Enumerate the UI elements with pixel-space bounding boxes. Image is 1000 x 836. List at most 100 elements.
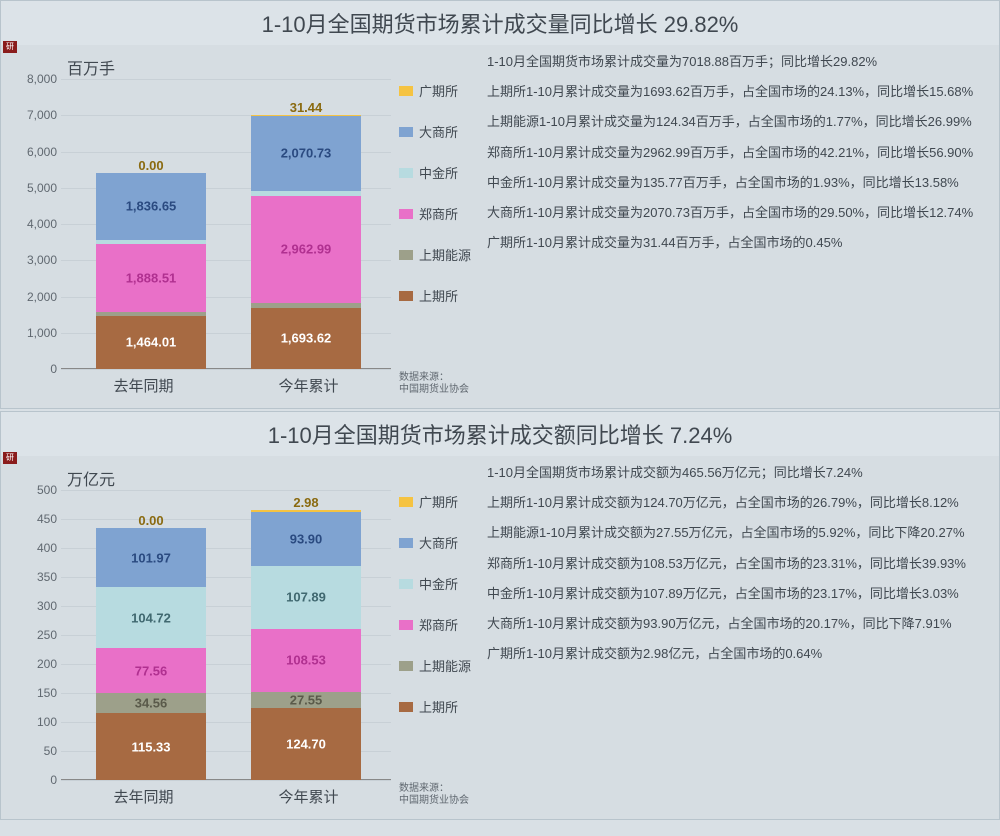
y-tick-label: 350 [17, 570, 57, 584]
y-tick-label: 50 [17, 744, 57, 758]
segment-value-label: 1,836.65 [96, 199, 206, 214]
bar-group: 1,464.0197.911,888.51119.531,836.650.00 [96, 173, 206, 369]
legend-label: 郑商所 [419, 204, 458, 223]
x-tick-label: 今年累计 [278, 375, 338, 396]
legend-label: 大商所 [419, 122, 458, 141]
y-tick-label: 7,000 [17, 108, 57, 122]
source-note: 数据来源：中国期货业协会 [399, 372, 469, 396]
legend-item: 大商所 [399, 122, 471, 141]
note-line: 大商所1-10月累计成交量为2070.73百万手，占全国市场的29.50%，同比… [487, 204, 989, 222]
note-line: 上期所1-10月累计成交量为1693.62百万手，占全国市场的24.13%，同比… [487, 83, 989, 101]
y-axis-title: 万亿元 [67, 466, 115, 490]
segment-value-label: 124.70 [251, 736, 361, 751]
note-line: 上期所1-10月累计成交额为124.70万亿元，占全国市场的26.79%，同比增… [487, 494, 989, 512]
legend-swatch-icon [399, 127, 413, 137]
x-axis-labels: 去年同期 今年累计 [61, 375, 391, 396]
panel-body: 万亿元 115.3334.5677.56104.72101.970.00 124.7… [1, 456, 999, 819]
bar-segment: 101.97 [96, 528, 206, 587]
panel-title: 1-10月全国期货市场累计成交额同比增长 7.24% [1, 412, 999, 456]
bar-top-label: 2.98 [251, 495, 361, 510]
bar-segment [251, 510, 361, 512]
legend-label: 大商所 [419, 533, 458, 552]
bar-group: 1,693.62124.342,962.99135.772,070.7331.4… [251, 115, 361, 369]
legend-item: 郑商所 [399, 204, 471, 223]
x-axis-labels: 去年同期 今年累计 [61, 786, 391, 807]
segment-value-label: 101.97 [96, 550, 206, 565]
segment-value-label: 27.55 [251, 692, 361, 707]
x-tick-label: 去年同期 [113, 375, 173, 396]
legend-label: 上期所 [419, 697, 458, 716]
legend-swatch-icon [399, 86, 413, 96]
y-tick-label: 5,000 [17, 181, 57, 195]
note-line: 大商所1-10月累计成交额为93.90万亿元，占全国市场的20.17%，同比下降… [487, 615, 989, 633]
legend-label: 中金所 [419, 574, 458, 593]
legend-item: 上期所 [399, 697, 471, 716]
y-tick-label: 150 [17, 686, 57, 700]
bar-segment: 2,962.99 [251, 196, 361, 303]
legend-swatch-icon [399, 209, 413, 219]
panel-body: 百万手1,464.0197.911,888.51119.531,836.650.… [1, 45, 999, 408]
note-line: 郑商所1-10月累计成交量为2962.99百万手，占全国市场的42.21%，同比… [487, 144, 989, 162]
y-tick-label: 200 [17, 657, 57, 671]
bar-segment: 97.91 [96, 312, 206, 316]
y-tick-label: 2,000 [17, 290, 57, 304]
legend-item: 中金所 [399, 163, 471, 182]
legend: 广期所大商所中金所郑商所上期能源上期所 [399, 81, 471, 327]
bar-segment: 108.53 [251, 629, 361, 692]
note-line: 上期能源1-10月累计成交量为124.34百万手，占全国市场的1.77%，同比增… [487, 113, 989, 131]
segment-value-label: 1,464.01 [96, 335, 206, 350]
bar-segment: 119.53 [96, 240, 206, 244]
yan-badge-icon: 研 [3, 452, 17, 464]
source-note-line: 数据来源： [399, 372, 469, 384]
legend-item: 上期能源 [399, 656, 471, 675]
legend-label: 广期所 [419, 492, 458, 511]
bar-segment [251, 115, 361, 116]
y-tick-label: 100 [17, 715, 57, 729]
legend-swatch-icon [399, 620, 413, 630]
y-tick-label: 250 [17, 628, 57, 642]
bar-segment: 107.89 [251, 566, 361, 629]
bar-top-label: 0.00 [96, 158, 206, 173]
note-line: 中金所1-10月累计成交量为135.77百万手，占全国市场的1.93%，同比增长… [487, 174, 989, 192]
legend-swatch-icon [399, 168, 413, 178]
note-line: 1-10月全国期货市场累计成交额为465.56万亿元；同比增长7.24% [487, 464, 989, 482]
note-line: 郑商所1-10月累计成交额为108.53万亿元，占全国市场的23.31%，同比增… [487, 555, 989, 573]
legend: 广期所大商所中金所郑商所上期能源上期所 [399, 492, 471, 738]
legend-item: 上期能源 [399, 245, 471, 264]
source-note-line: 数据来源： [399, 783, 469, 795]
source-note-line: 中国期货业协会 [399, 384, 469, 396]
bar-group: 124.7027.55108.53107.8993.902.98 [251, 510, 361, 780]
y-tick-label: 400 [17, 541, 57, 555]
notes-block: 1-10月全国期货市场累计成交额为465.56万亿元；同比增长7.24% 上期所1… [487, 464, 989, 807]
note-line: 1-10月全国期货市场累计成交量为7018.88百万手；同比增长29.82% [487, 53, 989, 71]
y-tick-label: 0 [17, 362, 57, 376]
legend-label: 上期能源 [419, 656, 471, 675]
x-tick-label: 去年同期 [113, 786, 173, 807]
y-tick-label: 8,000 [17, 72, 57, 86]
bar-group: 115.3334.5677.56104.72101.970.00 [96, 528, 206, 780]
bar-segment: 124.70 [251, 708, 361, 780]
legend-swatch-icon [399, 291, 413, 301]
legend-swatch-icon [399, 250, 413, 260]
bar-segment: 93.90 [251, 512, 361, 566]
grid-line [61, 79, 391, 80]
chart-area: 万亿元 115.3334.5677.56104.72101.970.00 124.7… [7, 464, 487, 807]
y-tick-label: 450 [17, 512, 57, 526]
segment-value-label: 1,693.62 [251, 331, 361, 346]
y-tick-label: 300 [17, 599, 57, 613]
legend-label: 广期所 [419, 81, 458, 100]
legend-item: 广期所 [399, 492, 471, 511]
bar-segment: 34.56 [96, 693, 206, 713]
bar-segment: 124.34 [251, 303, 361, 308]
y-tick-label: 3,000 [17, 253, 57, 267]
bar-segment: 1,693.62 [251, 308, 361, 369]
legend-label: 郑商所 [419, 615, 458, 634]
grid-line [61, 780, 391, 781]
bar-top-label: 31.44 [251, 100, 361, 115]
legend-swatch-icon [399, 579, 413, 589]
chart-area: 百万手1,464.0197.911,888.51119.531,836.650.… [7, 53, 487, 396]
segment-value-label: 93.90 [251, 531, 361, 546]
segment-value-label: 107.89 [251, 590, 361, 605]
x-tick-label: 今年累计 [278, 786, 338, 807]
legend-swatch-icon [399, 661, 413, 671]
